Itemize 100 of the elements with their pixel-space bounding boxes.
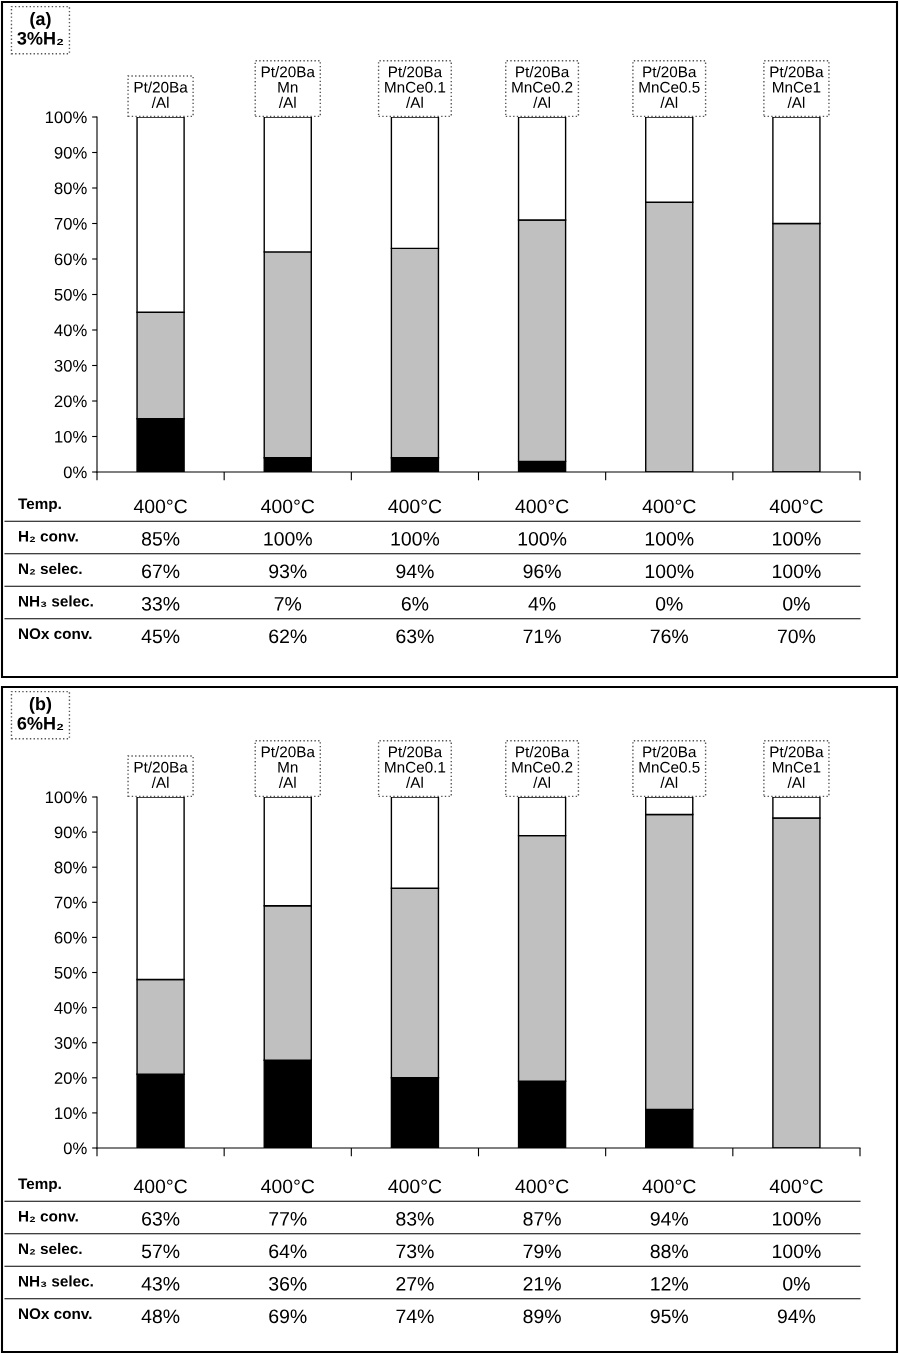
text: 94%	[396, 564, 434, 579]
text: Temp.	[18, 1178, 61, 1193]
text: 400°C	[515, 1179, 569, 1194]
y-tick-label: 0%	[63, 466, 87, 479]
x-tick-label: Pt/20Ba MnCe0.5 /Al	[639, 66, 700, 108]
y-tick-label: 10%	[55, 1107, 87, 1120]
text: 21%	[523, 1276, 561, 1291]
text: 88%	[650, 1244, 689, 1259]
text: 69%	[269, 1309, 307, 1324]
y-tick-label: 100%	[45, 791, 87, 804]
text: 70%	[777, 629, 816, 644]
y-tick-label: 50%	[54, 966, 87, 979]
x-tick-label: Pt/20Ba Mn /Al	[261, 746, 315, 788]
text: 36%	[269, 1276, 307, 1291]
text: 96%	[523, 564, 561, 579]
y-tick-label: 90%	[54, 826, 87, 839]
text: 4%	[528, 597, 556, 611]
text: 400°C	[261, 1179, 315, 1194]
text: H₂ conv.	[19, 1210, 78, 1222]
text: 400°C	[133, 499, 187, 514]
text: 33%	[141, 596, 180, 611]
text: 100%	[773, 564, 821, 579]
text: 94%	[777, 1309, 816, 1324]
text: Temp.	[18, 498, 61, 513]
y-tick-label: 80%	[54, 182, 87, 195]
text: 0%	[783, 596, 810, 611]
y-tick-label: 70%	[54, 896, 87, 909]
x-tick-label: Pt/20Ba /Al	[134, 761, 188, 788]
text: 57%	[141, 1244, 180, 1259]
text: 12%	[651, 1276, 689, 1291]
y-tick-label: 20%	[54, 395, 87, 408]
chart-title: (b) 6%H₂	[17, 697, 64, 731]
text: 100%	[645, 564, 694, 579]
y-tick-label: 60%	[54, 931, 87, 944]
text: H₂ conv.	[19, 530, 78, 542]
text: 71%	[523, 629, 561, 644]
text: 43%	[141, 1276, 180, 1291]
text: NOx conv.	[19, 1308, 92, 1320]
text: 400°C	[642, 499, 696, 514]
x-tick-label: Pt/20Ba MnCe0.1 /Al	[385, 66, 446, 108]
text: 0%	[655, 596, 683, 611]
y-tick-label: 90%	[54, 146, 87, 159]
text: 7%	[274, 597, 302, 611]
text: N₂ selec.	[19, 562, 82, 575]
chart-title: (a) 3%H₂	[17, 12, 64, 46]
x-tick-label: Pt/20Ba MnCe0.2 /Al	[512, 746, 573, 788]
y-tick-label: 60%	[54, 253, 87, 266]
text: 48%	[141, 1309, 180, 1324]
text: 400°C	[642, 1179, 696, 1194]
text: 77%	[269, 1212, 307, 1226]
text: 85%	[141, 531, 180, 546]
text: 95%	[650, 1309, 689, 1324]
text: 94%	[650, 1211, 689, 1226]
y-tick-label: 30%	[54, 1037, 87, 1049]
text: 100%	[645, 531, 694, 546]
text: 400°C	[261, 499, 315, 514]
y-tick-label: 20%	[54, 1072, 87, 1084]
text: 400°C	[769, 1179, 823, 1194]
x-tick-label: Pt/20Ba MnCe0.5 /Al	[639, 746, 700, 788]
y-tick-label: 80%	[54, 861, 87, 874]
x-tick-label: Pt/20Ba MnCe0.2 /Al	[512, 66, 573, 108]
text: 400°C	[388, 499, 442, 514]
x-tick-label: Pt/20Ba /Al	[134, 81, 188, 108]
text: 6%	[401, 596, 429, 611]
text: 63%	[396, 629, 434, 644]
text: 100%	[773, 1244, 821, 1259]
text: 400°C	[515, 499, 569, 514]
text: 67%	[142, 564, 180, 579]
text: NOx conv.	[19, 628, 92, 640]
y-tick-label: 10%	[55, 430, 87, 443]
y-tick-label: 40%	[54, 324, 87, 337]
text: N₂ selec.	[19, 1242, 82, 1255]
text: 73%	[396, 1244, 434, 1259]
y-tick-label: 50%	[54, 288, 87, 301]
y-tick-label: 30%	[54, 359, 87, 372]
x-tick-label: Pt/20Ba Mn /Al	[261, 66, 315, 108]
text: 100%	[391, 531, 440, 546]
text: 74%	[396, 1309, 434, 1324]
text: 400°C	[769, 499, 823, 514]
text: NH₃ selec.	[19, 595, 93, 608]
text: 83%	[396, 1211, 434, 1226]
text: 100%	[264, 531, 312, 546]
y-tick-label: 40%	[54, 1002, 87, 1014]
text: NH₃ selec.	[19, 1275, 93, 1288]
text: 0%	[783, 1276, 810, 1291]
text: 100%	[773, 531, 821, 546]
y-tick-label: 70%	[54, 217, 87, 230]
y-tick-label: 100%	[45, 111, 87, 124]
text: 400°C	[133, 1179, 187, 1194]
x-tick-label: Pt/20Ba MnCe1 /Al	[770, 746, 824, 788]
text: 45%	[141, 629, 180, 644]
text: 62%	[269, 629, 307, 644]
text: 93%	[269, 564, 307, 579]
text: 87%	[523, 1211, 561, 1226]
text: 27%	[396, 1276, 434, 1291]
text: 400°C	[388, 1179, 442, 1194]
text: 100%	[518, 531, 567, 546]
text: 100%	[773, 1211, 821, 1226]
x-tick-label: Pt/20Ba MnCe0.1 /Al	[385, 746, 446, 788]
text: 79%	[523, 1244, 561, 1259]
